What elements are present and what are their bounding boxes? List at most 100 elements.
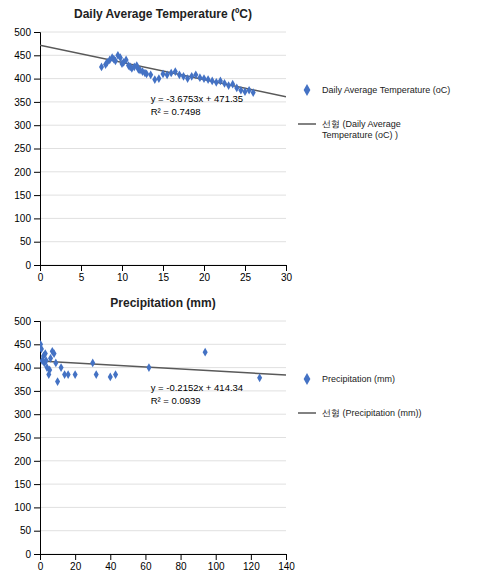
tick-mark <box>34 55 40 56</box>
tick-label: 140 <box>278 561 295 572</box>
tick-label: 350 <box>14 97 31 108</box>
point <box>203 348 208 357</box>
grid-line <box>40 530 286 531</box>
legend-entry-line: 선형 (Daily Average <box>322 119 401 129</box>
x-axis: 020406080100120140 <box>38 554 296 572</box>
tick-label: 50 <box>20 236 32 247</box>
xticks-tick: 5 <box>79 265 85 283</box>
grid-line <box>40 460 286 461</box>
axis-line <box>34 33 41 266</box>
yticks-tick: 250 <box>14 432 40 443</box>
tick-label: 300 <box>14 120 31 131</box>
xticks-tick: 40 <box>105 554 117 572</box>
point <box>99 63 104 72</box>
point <box>66 370 71 379</box>
yticks-tick: 200 <box>14 456 40 467</box>
point <box>113 370 118 379</box>
tick-mark <box>216 554 217 560</box>
yticks-tick: 150 <box>14 190 40 201</box>
legend-entry-line: Temperature (oC) ) <box>322 130 398 140</box>
point <box>156 74 161 83</box>
point <box>222 79 227 88</box>
point <box>53 359 58 368</box>
point <box>197 73 202 82</box>
legend-entry-line: 선형 (Precipitation (mm)) <box>322 408 422 418</box>
tick-mark <box>34 531 40 532</box>
point <box>226 81 231 90</box>
legend-swatch <box>298 123 316 125</box>
tick-label: 0 <box>38 561 44 572</box>
tick-mark <box>34 438 40 439</box>
tick-label: 20 <box>199 272 211 283</box>
xticks-tick: 25 <box>240 265 252 283</box>
yticks-tick: 500 <box>14 316 40 327</box>
grid-line <box>40 171 286 172</box>
legend-swatch <box>298 412 316 414</box>
tick-mark <box>81 265 82 271</box>
tick-label: 150 <box>14 479 31 490</box>
tick-mark <box>34 344 40 345</box>
xticks-tick: 15 <box>158 265 170 283</box>
tick-label: 300 <box>14 409 31 420</box>
tick-mark <box>34 172 40 173</box>
tick-mark <box>34 484 40 485</box>
legend-entry-line: Daily Average Temperature (oC) <box>322 85 450 95</box>
tick-label: 400 <box>14 362 31 373</box>
trend-line <box>40 45 286 96</box>
annotation: y = -3.6753x + 471.35 <box>151 93 243 104</box>
annotation: R² = 0.0939 <box>151 395 201 406</box>
point <box>181 72 186 81</box>
yticks-tick: 400 <box>14 362 40 373</box>
grid-line <box>40 241 286 242</box>
tick-label: 450 <box>14 339 31 350</box>
tick-mark <box>286 554 287 560</box>
legend-swatch <box>304 373 311 385</box>
point <box>210 77 215 86</box>
tick-mark <box>110 554 111 560</box>
tick-label: 100 <box>14 502 31 513</box>
title: Daily Average Temperature (ºC) <box>74 7 252 21</box>
point <box>257 373 262 382</box>
point <box>94 370 99 379</box>
tick-label: 400 <box>14 73 31 84</box>
x-axis: 051015202530 <box>38 265 293 283</box>
point <box>108 373 113 382</box>
tick-label: 500 <box>14 27 31 38</box>
point <box>185 74 190 83</box>
point <box>230 80 235 89</box>
tick-mark <box>34 79 40 80</box>
point <box>165 71 170 80</box>
yticks-tick: 350 <box>14 97 40 108</box>
yticks-tick: 100 <box>14 502 40 513</box>
point <box>214 78 219 87</box>
yticks-tick: 0 <box>25 549 40 560</box>
yticks-tick: 100 <box>14 213 40 224</box>
point <box>251 88 256 97</box>
point <box>59 363 64 372</box>
tick-mark <box>34 242 40 243</box>
tick-mark <box>286 265 287 271</box>
tick-label: 100 <box>14 213 31 224</box>
grid-line <box>40 414 286 415</box>
grid-line <box>40 125 286 126</box>
yticks-tick: 400 <box>14 73 40 84</box>
tick-mark <box>245 265 246 271</box>
point <box>55 377 60 386</box>
yticks-tick: 50 <box>20 525 40 536</box>
tick-mark <box>34 195 40 196</box>
trend-line <box>40 361 286 375</box>
grid-line <box>40 437 286 438</box>
tick-mark <box>34 414 40 415</box>
tick-label: 60 <box>140 561 152 572</box>
point <box>169 69 174 78</box>
tick-label: 50 <box>20 525 32 536</box>
annotation: R² = 0.7498 <box>151 106 201 117</box>
yticks-tick: 350 <box>14 386 40 397</box>
tick-mark <box>34 368 40 369</box>
xticks-tick: 0 <box>38 554 44 572</box>
xticks-tick: 20 <box>70 554 82 572</box>
point <box>234 84 239 93</box>
y-axis: 0 50 100 150 200 250 300 350 400 450 500 <box>14 316 40 560</box>
grid <box>40 32 286 265</box>
xticks-tick: 100 <box>208 554 225 572</box>
